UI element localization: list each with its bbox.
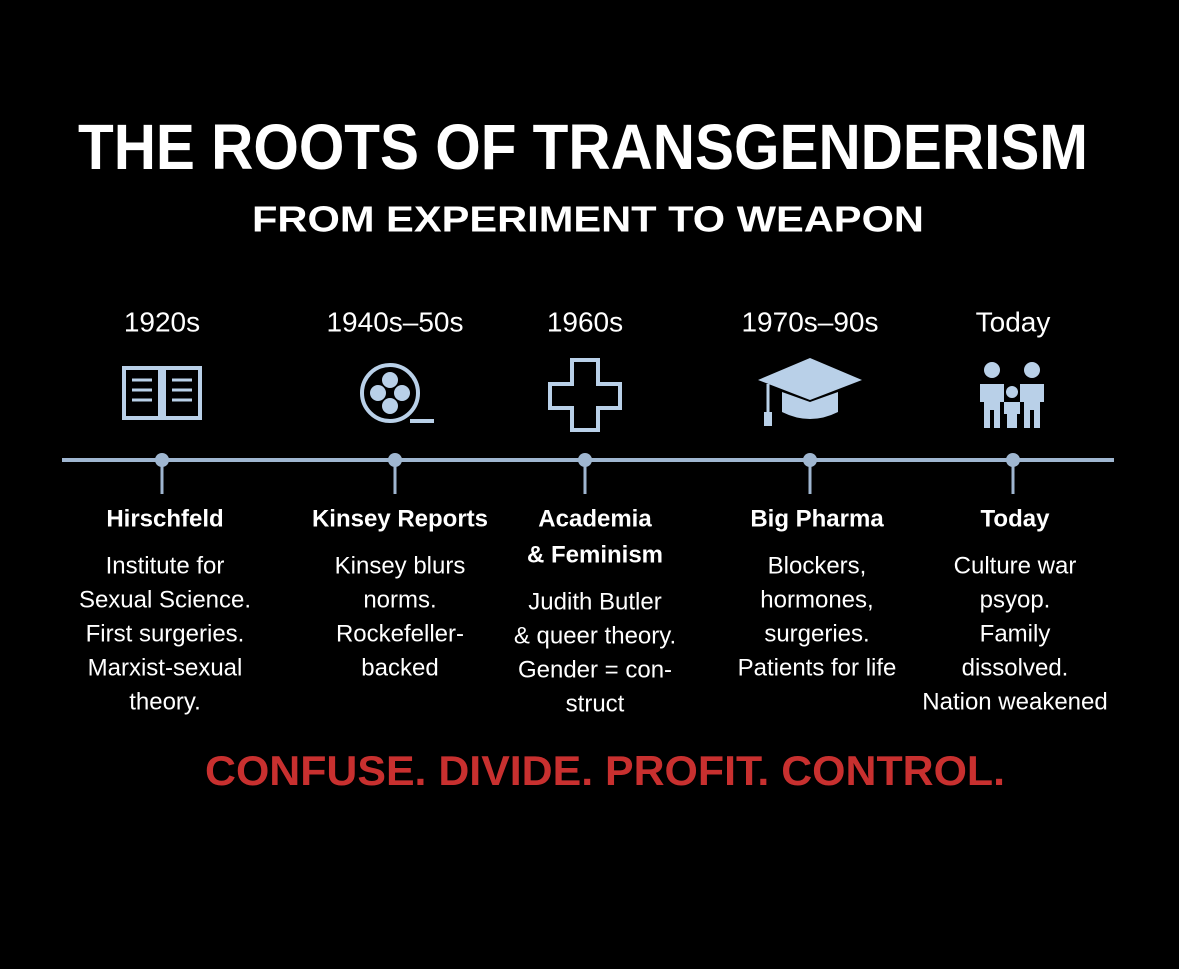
era-heading: Kinsey Reports bbox=[312, 505, 488, 532]
era-description: Institute for bbox=[106, 552, 225, 579]
era-description: Family bbox=[980, 620, 1051, 647]
era-period: 1960s bbox=[547, 306, 623, 337]
era-description: dissolved. bbox=[962, 654, 1069, 681]
book-icon bbox=[122, 366, 202, 420]
era-description: hormones, bbox=[760, 586, 873, 613]
era-period: Today bbox=[976, 306, 1051, 337]
era-description: Culture war bbox=[954, 552, 1077, 579]
era-heading: Hirschfeld bbox=[106, 505, 223, 532]
era-description: backed bbox=[361, 654, 438, 681]
era-description: surgeries. bbox=[764, 620, 869, 647]
tagline: CONFUSE. DIVIDE. PROFIT. CONTROL. bbox=[205, 747, 1005, 794]
era-period: 1940s–50s bbox=[326, 306, 463, 337]
era-description: Sexual Science. bbox=[79, 586, 251, 613]
family-icon bbox=[980, 362, 1044, 428]
era-description: struct bbox=[566, 690, 625, 717]
graduation-cap-icon bbox=[758, 358, 862, 426]
era-description: Patients for life bbox=[738, 654, 897, 681]
era-heading: & Feminism bbox=[527, 541, 663, 568]
cross-icon bbox=[548, 358, 622, 432]
era-heading: Today bbox=[981, 505, 1051, 532]
era-description: First surgeries. bbox=[86, 620, 245, 647]
era-description: Kinsey blurs bbox=[335, 552, 466, 579]
era-description: norms. bbox=[363, 586, 436, 613]
era-description: theory. bbox=[129, 688, 201, 715]
era-period: 1970s–90s bbox=[741, 306, 878, 337]
era-heading: Academia bbox=[538, 505, 652, 532]
era-heading: Big Pharma bbox=[750, 505, 884, 532]
film-reel-icon bbox=[360, 363, 434, 423]
era-description: & queer theory. bbox=[514, 622, 676, 649]
era-description: psyop. bbox=[980, 586, 1051, 613]
era-description: Rockefeller- bbox=[336, 620, 464, 647]
era-description: Gender = con- bbox=[518, 656, 672, 683]
subtitle: FROM EXPERIMENT TO WEAPON bbox=[252, 199, 924, 240]
era-description: Nation weakened bbox=[922, 688, 1107, 715]
era-period: 1920s bbox=[124, 306, 200, 337]
era-description: Judith Butler bbox=[528, 588, 661, 615]
title: THE ROOTS OF TRANSGENDERISM bbox=[78, 111, 1088, 183]
era-description: Marxist-sexual bbox=[88, 654, 243, 681]
era-description: Blockers, bbox=[768, 552, 867, 579]
